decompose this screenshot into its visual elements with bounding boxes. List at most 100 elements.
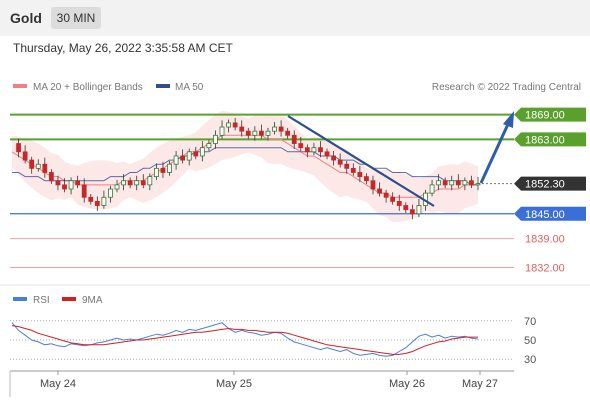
moving-averages xyxy=(11,134,478,198)
down-candle xyxy=(29,159,35,169)
down-candle xyxy=(291,134,297,144)
down-candle xyxy=(16,143,21,153)
ma50-legend-label: MA 50 xyxy=(175,82,204,93)
down-candle xyxy=(409,209,415,215)
up-candle xyxy=(475,183,481,186)
support-label: 1845.00 xyxy=(525,209,565,221)
ma9-legend-swatch xyxy=(62,297,76,301)
down-candle xyxy=(337,159,343,165)
up-candle xyxy=(167,163,172,173)
down-candle xyxy=(160,167,166,173)
down-candle xyxy=(22,151,28,161)
down-candle xyxy=(193,151,199,157)
credit-label: Research © 2022 Trading Central xyxy=(432,82,581,93)
level-labels: 1869.00 1863.00 1852.30 1845.00 1839.00 1832.… xyxy=(514,107,586,274)
up-candle xyxy=(134,180,140,186)
up-candle xyxy=(272,126,277,132)
down-candle xyxy=(377,188,382,194)
up-candle xyxy=(449,180,455,186)
down-candle xyxy=(140,180,146,186)
down-candle xyxy=(364,176,369,182)
down-candle xyxy=(455,180,461,186)
title-bar: Gold 30 MIN xyxy=(0,0,590,36)
trendline xyxy=(287,111,514,207)
resistance-label: 1863.00 xyxy=(525,134,565,146)
down-candle xyxy=(442,180,448,186)
ma20-line xyxy=(11,134,478,198)
up-candle xyxy=(199,147,205,157)
bollinger-band xyxy=(12,110,478,222)
down-candle xyxy=(232,122,238,128)
rsi-legend-swatch xyxy=(13,297,27,301)
current-price-tag xyxy=(514,176,586,191)
x-axis-tick-label: May 27 xyxy=(462,378,498,390)
down-candle xyxy=(370,180,376,190)
up-candle xyxy=(213,134,218,144)
timeframe-badge[interactable]: 30 MIN xyxy=(51,7,101,29)
down-candle xyxy=(390,196,396,202)
down-candle xyxy=(259,130,264,136)
down-candle xyxy=(62,184,67,190)
down-candle xyxy=(403,205,409,211)
down-candle xyxy=(344,163,350,169)
x-axis-tick-label: May 24 xyxy=(40,378,76,390)
down-candle xyxy=(285,130,291,136)
up-candle xyxy=(121,180,126,186)
x-axis-tick-label: May 25 xyxy=(216,378,252,390)
down-candle xyxy=(324,151,330,157)
resistance-tag xyxy=(514,107,586,122)
down-candle xyxy=(298,143,304,149)
up-candle xyxy=(462,180,468,186)
level-lines xyxy=(10,113,514,268)
up-candle xyxy=(35,163,41,169)
rsi-panel: 70 50 30 xyxy=(10,316,536,366)
down-candle xyxy=(469,180,474,186)
down-candle xyxy=(81,184,87,198)
minor-support-label: 1839.00 xyxy=(525,234,565,246)
resistance-tag xyxy=(514,132,586,147)
down-candle xyxy=(55,180,61,186)
up-candle xyxy=(114,184,120,190)
down-candle xyxy=(350,167,356,173)
down-candle xyxy=(94,200,100,206)
down-candle xyxy=(127,180,133,186)
rsi-tick-label: 30 xyxy=(524,354,536,366)
up-candle xyxy=(147,176,153,186)
down-candle xyxy=(318,147,323,153)
ma20-legend-swatch xyxy=(13,84,27,88)
up-candle xyxy=(252,130,258,136)
up-candle xyxy=(153,167,159,178)
minor-support-label: 1832.00 xyxy=(525,262,565,274)
up-candle xyxy=(311,147,317,153)
ma50-line xyxy=(12,147,478,186)
ma20-legend-label: MA 20 + Bollinger Bands xyxy=(33,82,143,93)
asset-title: Gold xyxy=(10,10,42,26)
up-candle xyxy=(416,205,422,215)
down-candle xyxy=(48,172,54,182)
up-candle xyxy=(265,130,271,136)
down-candle xyxy=(304,147,310,153)
current-price-label: 1852.30 xyxy=(525,179,565,191)
descending-trendline xyxy=(287,115,435,207)
ma9-legend-label: 9MA xyxy=(82,295,103,306)
down-candle xyxy=(180,155,186,161)
projection-arrow-shaft xyxy=(479,121,511,184)
ma50-legend-swatch xyxy=(156,84,170,88)
up-candle xyxy=(101,196,107,206)
down-candle xyxy=(239,126,245,132)
up-candle xyxy=(206,143,212,149)
up-candle xyxy=(186,151,192,161)
down-candle xyxy=(357,172,363,178)
down-candle xyxy=(383,192,389,198)
up-candle xyxy=(436,180,442,186)
down-candle xyxy=(245,130,251,136)
rsi-ma9-line xyxy=(11,325,478,355)
x-axis: May 24 May 25 May 26 May 27 xyxy=(9,370,514,397)
down-candle xyxy=(75,180,81,186)
up-candle xyxy=(173,155,179,165)
up-candle xyxy=(68,180,74,190)
x-axis-tick-label: May 26 xyxy=(389,378,425,390)
rsi-tick-label: 70 xyxy=(524,316,536,328)
up-candle xyxy=(108,188,113,198)
